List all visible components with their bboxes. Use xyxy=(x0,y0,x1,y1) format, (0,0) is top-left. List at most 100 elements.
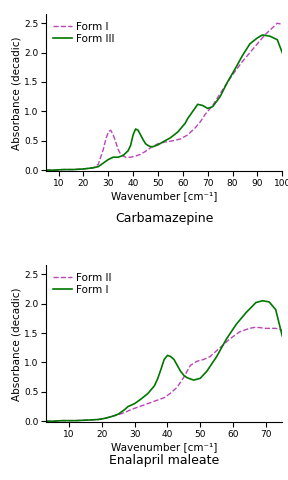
Form I xyxy=(263,32,267,38)
Form III xyxy=(126,148,130,154)
Form I xyxy=(186,132,190,138)
X-axis label: Wavenumber [cm⁻¹]: Wavenumber [cm⁻¹] xyxy=(111,191,217,201)
Form II xyxy=(103,415,107,421)
Form I xyxy=(241,59,244,64)
Form I xyxy=(176,362,179,368)
Form III xyxy=(72,167,75,172)
Form III xyxy=(82,166,85,172)
Form II xyxy=(61,418,64,423)
Form I xyxy=(82,166,85,172)
Form I xyxy=(139,151,142,157)
Form I xyxy=(111,132,115,138)
Form I xyxy=(218,91,222,96)
Form I xyxy=(133,401,136,407)
Form I xyxy=(261,298,264,304)
X-axis label: Wavenumber [cm⁻¹]: Wavenumber [cm⁻¹] xyxy=(111,442,217,452)
Form III xyxy=(268,33,272,39)
Form II xyxy=(123,409,126,415)
Form I xyxy=(117,411,120,417)
Form I xyxy=(149,145,152,151)
Form I xyxy=(245,310,248,315)
Form I xyxy=(44,419,48,424)
Form I xyxy=(103,415,107,421)
Form III xyxy=(261,32,264,38)
Form I xyxy=(276,20,279,26)
Form II xyxy=(117,412,120,418)
Form III xyxy=(248,41,252,47)
Form I xyxy=(166,352,169,358)
Form II xyxy=(202,357,205,362)
Form III xyxy=(156,142,160,148)
Form I xyxy=(97,417,100,422)
Line: Form III: Form III xyxy=(46,35,282,170)
Form II xyxy=(248,325,251,331)
Form III xyxy=(131,132,135,138)
Form II xyxy=(254,324,258,330)
Form I xyxy=(116,147,120,153)
Form II xyxy=(281,327,284,333)
Form III xyxy=(111,155,115,160)
Form III xyxy=(102,160,105,166)
Form I xyxy=(215,354,218,360)
Form I xyxy=(274,307,277,312)
Form I xyxy=(179,136,182,142)
Form I xyxy=(192,377,195,383)
Form III xyxy=(176,129,179,135)
Form I xyxy=(198,375,202,381)
Form I xyxy=(144,148,147,154)
Form III xyxy=(211,104,214,109)
Form III xyxy=(151,144,155,149)
Form I xyxy=(233,69,237,74)
Form I xyxy=(189,376,192,382)
Form I xyxy=(124,155,127,160)
Form III xyxy=(141,137,145,143)
Form III xyxy=(107,156,110,162)
Legend: Form II, Form I: Form II, Form I xyxy=(51,271,114,297)
Form III xyxy=(226,79,229,85)
Form II xyxy=(182,374,185,380)
Form I xyxy=(107,129,110,135)
Form III xyxy=(129,143,132,148)
Form III xyxy=(201,103,204,108)
Form III xyxy=(186,116,190,121)
Form III xyxy=(44,167,48,173)
Line: Form I: Form I xyxy=(46,23,282,170)
Form I xyxy=(153,383,156,389)
Form III xyxy=(52,167,55,173)
Form I xyxy=(120,409,123,415)
Form I xyxy=(203,111,207,117)
Form III xyxy=(196,101,200,107)
Form II xyxy=(218,345,222,350)
Form III xyxy=(134,126,137,132)
Form II xyxy=(189,362,192,368)
Form I xyxy=(194,125,197,131)
Form II xyxy=(169,390,173,396)
Form I xyxy=(104,137,107,143)
Form I xyxy=(126,404,130,409)
Form I xyxy=(256,41,259,47)
Form I xyxy=(52,167,55,173)
Form III xyxy=(62,167,65,172)
Y-axis label: Absorbance (decadic): Absorbance (decadic) xyxy=(11,36,21,150)
Form I xyxy=(225,336,228,342)
Form I xyxy=(171,138,175,144)
Form II xyxy=(156,397,159,403)
Form I xyxy=(92,165,95,171)
Form I xyxy=(96,161,100,167)
Form II xyxy=(130,407,133,412)
Form I xyxy=(172,357,176,362)
Form III xyxy=(136,127,140,133)
Form III xyxy=(96,164,100,169)
Form I xyxy=(267,299,271,305)
Form III xyxy=(206,106,209,111)
Form I xyxy=(205,368,209,374)
Form III xyxy=(276,37,279,43)
Form II xyxy=(238,329,241,335)
Form II xyxy=(195,359,199,364)
Form II xyxy=(110,414,113,420)
Form I xyxy=(72,167,75,172)
Text: Carbamazepine: Carbamazepine xyxy=(115,212,213,225)
Form I xyxy=(119,151,122,157)
Form I xyxy=(114,139,118,145)
Form III xyxy=(233,66,237,72)
